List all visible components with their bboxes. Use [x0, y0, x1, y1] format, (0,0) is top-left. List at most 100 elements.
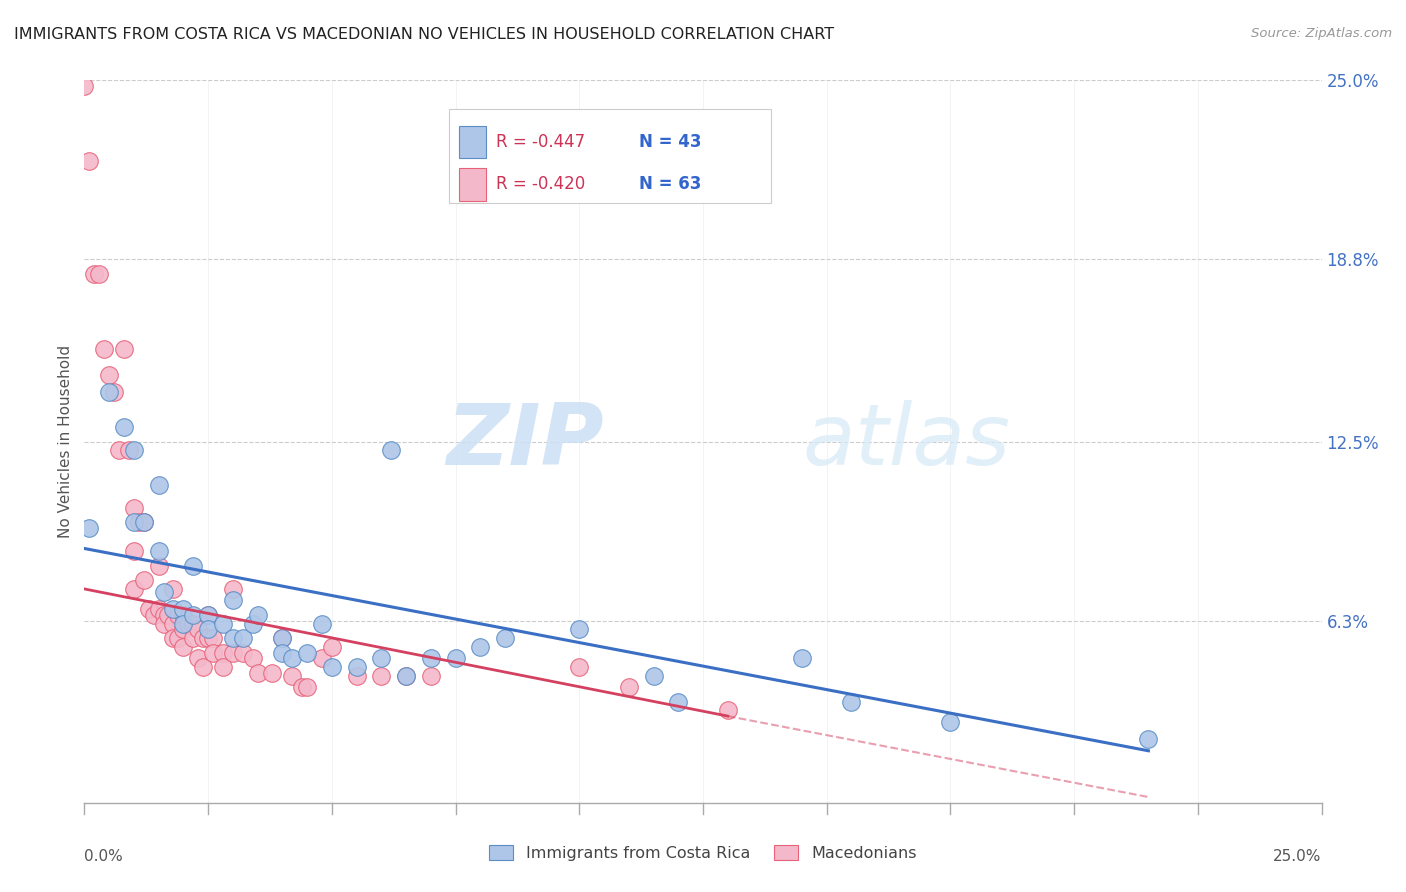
Point: [79, 521, 101, 535]
Text: ZIP: ZIP: [446, 400, 605, 483]
Point: [132, 516, 155, 530]
Point: [197, 607, 219, 622]
Point: [148, 478, 170, 492]
Point: [162, 631, 184, 645]
Point: [202, 646, 225, 660]
Point: [717, 703, 740, 717]
Text: IMMIGRANTS FROM COSTA RICA VS MACEDONIAN NO VEHICLES IN HOUSEHOLD CORRELATION CH: IMMIGRANTS FROM COSTA RICA VS MACEDONIAN…: [14, 27, 834, 42]
Point: [132, 574, 155, 588]
Point: [643, 668, 665, 682]
Point: [162, 582, 184, 596]
Point: [93, 342, 115, 356]
Point: [568, 660, 591, 674]
Point: [98, 385, 121, 400]
Point: [246, 607, 269, 622]
Point: [790, 651, 813, 665]
Point: [262, 665, 284, 680]
Point: [83, 267, 105, 281]
Text: Source: ZipAtlas.com: Source: ZipAtlas.com: [1251, 27, 1392, 40]
Point: [311, 651, 333, 665]
Point: [122, 582, 145, 596]
FancyBboxPatch shape: [460, 126, 486, 158]
Point: [212, 660, 235, 674]
Text: N = 43: N = 43: [638, 133, 702, 151]
Point: [291, 680, 314, 694]
Point: [222, 646, 245, 660]
Point: [148, 544, 170, 558]
Point: [142, 607, 165, 622]
Point: [172, 616, 194, 631]
Point: [167, 631, 190, 645]
Point: [841, 695, 863, 709]
Point: [568, 623, 591, 637]
Point: [152, 584, 174, 599]
Point: [444, 651, 467, 665]
Point: [370, 668, 392, 682]
Point: [271, 631, 294, 645]
Point: [181, 631, 204, 645]
Point: [112, 420, 135, 434]
Point: [232, 631, 254, 645]
Point: [172, 602, 194, 616]
Point: [122, 544, 145, 558]
Point: [232, 646, 254, 660]
Point: [162, 616, 184, 631]
Point: [295, 646, 318, 660]
Point: [212, 616, 235, 631]
Text: R = -0.420: R = -0.420: [496, 176, 586, 194]
Point: [148, 558, 170, 573]
Point: [242, 651, 264, 665]
Point: [152, 616, 174, 631]
Point: [172, 623, 194, 637]
Point: [212, 646, 235, 660]
Point: [103, 385, 125, 400]
Point: [197, 607, 219, 622]
Point: [281, 668, 304, 682]
Point: [295, 680, 318, 694]
Point: [122, 501, 145, 516]
Point: [191, 660, 214, 674]
Point: [172, 640, 194, 654]
Point: [89, 267, 111, 281]
Point: [202, 631, 225, 645]
Point: [939, 714, 962, 729]
Text: 0.0%: 0.0%: [84, 849, 124, 864]
Point: [167, 607, 190, 622]
Point: [666, 695, 689, 709]
Point: [98, 368, 121, 382]
Point: [108, 443, 131, 458]
Text: N = 63: N = 63: [638, 176, 702, 194]
Point: [128, 516, 150, 530]
Point: [177, 616, 200, 631]
Point: [138, 602, 160, 616]
Point: [197, 623, 219, 637]
Point: [346, 668, 368, 682]
Point: [132, 516, 155, 530]
Point: [73, 78, 96, 93]
Point: [321, 640, 343, 654]
Point: [79, 154, 101, 169]
Legend: Immigrants from Costa Rica, Macedonians: Immigrants from Costa Rica, Macedonians: [482, 838, 924, 867]
Point: [122, 443, 145, 458]
Point: [191, 631, 214, 645]
FancyBboxPatch shape: [460, 168, 486, 201]
Point: [419, 651, 441, 665]
Point: [187, 651, 209, 665]
Point: [271, 631, 294, 645]
Point: [395, 668, 418, 682]
Point: [271, 646, 294, 660]
Point: [380, 443, 402, 458]
Point: [222, 593, 245, 607]
Point: [222, 582, 245, 596]
Point: [162, 602, 184, 616]
Point: [187, 623, 209, 637]
Point: [242, 616, 264, 631]
Y-axis label: No Vehicles in Household: No Vehicles in Household: [58, 345, 73, 538]
Point: [181, 558, 204, 573]
Point: [1137, 732, 1160, 747]
FancyBboxPatch shape: [450, 109, 770, 203]
Point: [494, 631, 516, 645]
Point: [222, 631, 245, 645]
Point: [311, 616, 333, 631]
Point: [321, 660, 343, 674]
